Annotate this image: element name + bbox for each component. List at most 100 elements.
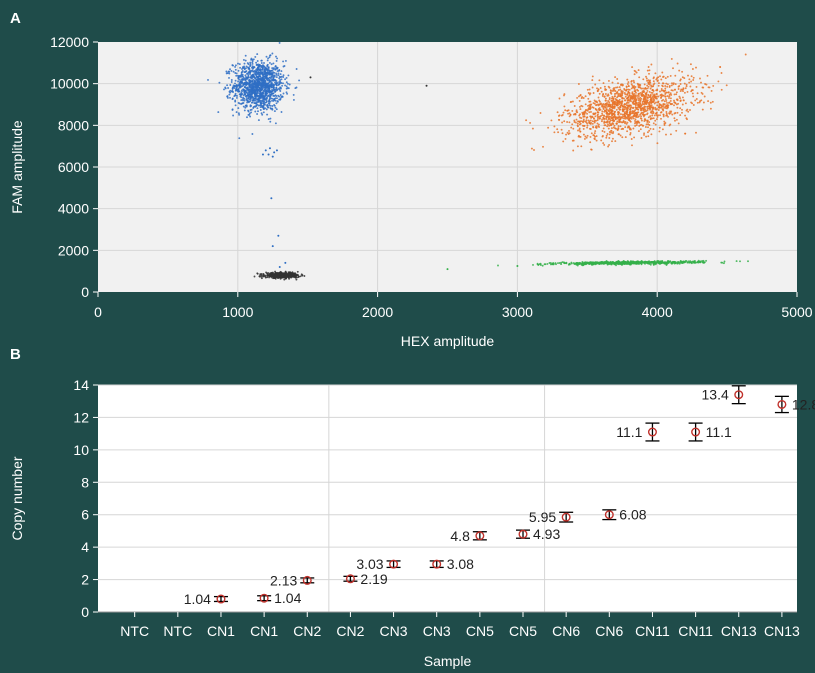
droplet-point xyxy=(667,261,670,264)
droplet-point xyxy=(634,262,637,265)
droplet-point xyxy=(623,106,626,109)
droplet-point xyxy=(678,69,681,72)
droplet-point xyxy=(267,57,270,60)
droplet-point xyxy=(607,104,610,107)
droplet-point xyxy=(229,84,232,86)
droplet-point xyxy=(630,138,633,140)
droplet-point xyxy=(266,104,268,107)
droplet-point xyxy=(282,65,285,68)
x-tick-label: 0 xyxy=(94,304,102,320)
droplet-point xyxy=(589,100,592,103)
droplet-point xyxy=(273,75,276,78)
mean-marker xyxy=(777,399,787,409)
droplet-point xyxy=(272,62,275,65)
droplet-point xyxy=(644,126,647,128)
droplet-point xyxy=(284,84,287,87)
droplet-point xyxy=(631,144,633,147)
droplet-point xyxy=(641,261,644,264)
droplet-point xyxy=(232,70,235,73)
droplet-point xyxy=(270,272,273,275)
droplet-point xyxy=(621,113,624,116)
data-point: 4.93 xyxy=(516,526,560,542)
droplet-point xyxy=(649,263,652,266)
droplet-point xyxy=(647,126,649,129)
droplet-point xyxy=(245,70,248,73)
droplet-point xyxy=(250,108,253,111)
droplet-point xyxy=(244,74,247,77)
droplet-point xyxy=(256,53,259,56)
droplet-point xyxy=(611,137,614,140)
droplet-point xyxy=(558,262,561,264)
droplet-point xyxy=(623,112,626,115)
droplet-point xyxy=(265,86,268,89)
droplet-point xyxy=(259,69,262,72)
droplet-point xyxy=(664,85,667,87)
droplet-point xyxy=(689,63,692,66)
droplet-point xyxy=(639,99,642,102)
droplet-point xyxy=(651,108,654,111)
droplet-point xyxy=(683,261,686,264)
y-axis-title: Copy number xyxy=(9,456,25,540)
droplet-point xyxy=(706,74,709,77)
droplet-point xyxy=(703,95,706,98)
droplet-point xyxy=(689,85,692,88)
droplet-point xyxy=(262,111,265,114)
droplet-point xyxy=(285,81,288,84)
droplet-point xyxy=(600,262,603,265)
droplet-point xyxy=(250,101,253,104)
droplet-point xyxy=(662,113,665,116)
droplet-point xyxy=(279,76,282,79)
droplet-point xyxy=(647,116,650,119)
droplet-point xyxy=(681,103,684,106)
droplet-point xyxy=(610,116,613,119)
droplet-point xyxy=(254,102,257,105)
droplet-point xyxy=(654,108,657,111)
droplet-point xyxy=(600,139,603,142)
droplet-point xyxy=(645,123,648,126)
droplet-point xyxy=(569,113,572,116)
droplet-point xyxy=(686,90,689,93)
droplet-point xyxy=(635,91,637,94)
droplet-point xyxy=(725,84,728,87)
droplet-point xyxy=(674,101,676,104)
droplet-point xyxy=(274,106,277,109)
droplet-point xyxy=(652,110,655,113)
mean-marker xyxy=(691,427,701,437)
droplet-point xyxy=(674,112,677,114)
droplet-point xyxy=(446,268,449,271)
droplet-point xyxy=(285,76,288,79)
droplet-point xyxy=(674,83,677,86)
droplet-point xyxy=(586,134,589,137)
droplet-point xyxy=(577,83,580,85)
droplet-point xyxy=(647,66,650,68)
droplet-point xyxy=(655,118,658,121)
droplet-point xyxy=(267,82,270,85)
droplet-point xyxy=(549,262,552,264)
droplet-point xyxy=(625,97,628,100)
droplet-point xyxy=(269,104,272,107)
droplet-point xyxy=(616,90,619,93)
droplet-point xyxy=(643,106,645,109)
droplet-point xyxy=(630,80,633,82)
droplet-point xyxy=(608,120,611,123)
droplet-point xyxy=(285,273,288,275)
droplet-point xyxy=(231,108,234,111)
droplet-point xyxy=(591,122,594,125)
droplet-point xyxy=(622,127,625,130)
droplet-point xyxy=(607,145,610,148)
x-tick-label: CN13 xyxy=(721,623,757,639)
droplet-point xyxy=(577,129,579,132)
droplet-point xyxy=(260,62,263,64)
droplet-point xyxy=(611,140,613,143)
droplet-point xyxy=(613,113,616,116)
droplet-point xyxy=(582,121,585,124)
droplet-point xyxy=(627,114,630,117)
droplet-point xyxy=(613,116,616,119)
droplet-point xyxy=(650,91,653,94)
droplet-point xyxy=(263,103,266,106)
droplet-point xyxy=(579,108,582,111)
droplet-point xyxy=(625,85,628,88)
droplet-point xyxy=(649,79,651,82)
droplet-point xyxy=(237,84,240,87)
droplet-point xyxy=(575,118,578,121)
